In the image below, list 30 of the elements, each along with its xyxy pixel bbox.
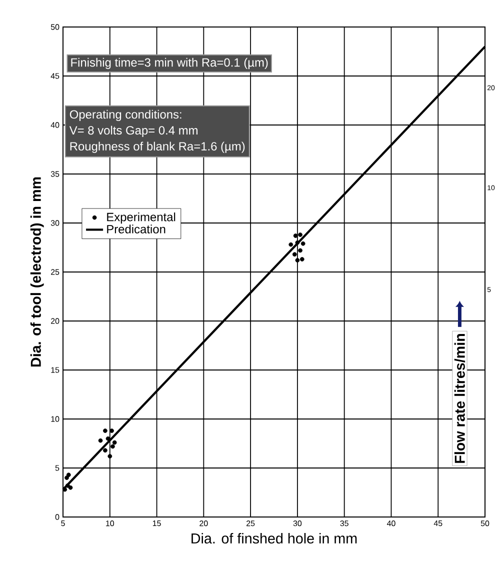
point (98, 438, 103, 443)
annotation: Flow rate litres/min (454, 334, 466, 463)
annotation: Finishig time=3 min with Ra=0.1 (µm) (71, 58, 268, 70)
legend-label: Predication (107, 224, 166, 234)
point (65, 483, 70, 488)
point (64, 476, 69, 480)
legend-label: Experimental (107, 212, 176, 224)
point (110, 444, 115, 449)
y-axis-title: Dia. of tool (electrod) in mm (30, 177, 44, 367)
point (295, 240, 300, 245)
point (288, 242, 294, 247)
annotation: Roughness of blank Ra=1.6 (µm) (70, 142, 245, 153)
point (293, 234, 298, 238)
point (68, 485, 73, 490)
point (106, 436, 110, 441)
point (298, 232, 302, 237)
point (295, 258, 300, 262)
annotation: Operating conditions: (70, 110, 182, 122)
point (300, 257, 304, 262)
point (103, 448, 108, 453)
point (292, 252, 297, 257)
point (298, 248, 302, 253)
point (110, 428, 114, 433)
point (112, 440, 117, 445)
annotation: V= 8 volts Gap= 0.4 mm (69, 126, 198, 137)
point (66, 472, 71, 478)
x-axis-title: Dia. of finshed hole in mm (192, 533, 357, 544)
point (300, 241, 306, 246)
point (103, 428, 108, 433)
point (108, 454, 112, 458)
